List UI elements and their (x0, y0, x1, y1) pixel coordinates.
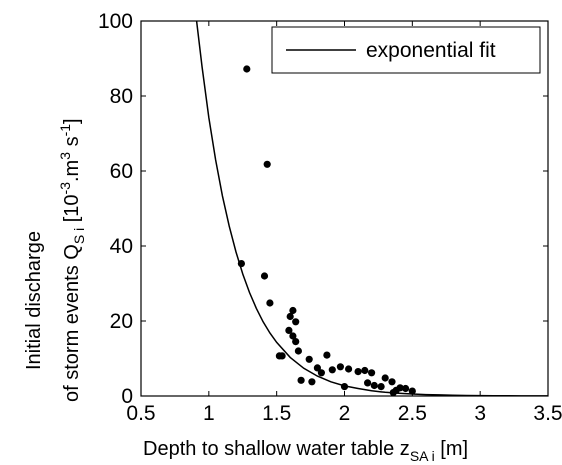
y-axis-label-unit-s: s (61, 136, 83, 152)
y-axis-label-exp2: 3 (57, 152, 73, 160)
y-tick-label: 60 (110, 160, 133, 183)
x-axis-label-unit: [m] (435, 438, 468, 460)
data-point (368, 369, 375, 376)
y-axis-label-unit-close: ] (61, 118, 83, 124)
data-point (264, 161, 271, 168)
exponential-fit-line (197, 21, 548, 396)
data-point (298, 377, 305, 384)
data-point (409, 388, 416, 395)
data-point (329, 366, 336, 373)
y-axis-label-main: of storm events Q (61, 244, 83, 402)
y-tick-label: 40 (110, 235, 133, 258)
y-axis-label-line2: of storm events QS i [10-3.m3 s-1] (57, 118, 87, 402)
data-point (382, 374, 389, 381)
data-point (243, 65, 250, 72)
x-tick-label: 3.5 (533, 402, 562, 425)
data-point (345, 365, 352, 372)
data-point (390, 389, 397, 396)
data-point (388, 378, 395, 385)
y-axis-label-exp1: -3 (57, 182, 73, 195)
legend-label: exponential fit (366, 39, 496, 62)
data-point (292, 318, 299, 325)
y-tick-label: 0 (121, 385, 133, 408)
data-point (371, 382, 378, 389)
data-point (402, 385, 409, 392)
x-axis-label: Depth to shallow water table zSA i [m] (143, 438, 468, 464)
x-tick-label: 3 (474, 402, 486, 425)
y-axis-label-subscript: S i (71, 228, 87, 244)
data-point (287, 313, 294, 320)
y-axis-label-exp3: -1 (57, 124, 73, 137)
data-point (238, 260, 245, 267)
x-axis-label-main: Depth to shallow water table z (143, 438, 410, 460)
data-point (295, 347, 302, 354)
data-point (279, 352, 286, 359)
legend: exponential fit (272, 27, 540, 73)
data-point (292, 338, 299, 345)
data-point (337, 363, 344, 370)
data-point (308, 378, 315, 385)
y-axis-label-unit-mid: .m (61, 160, 83, 182)
data-point (318, 369, 325, 376)
data-point (261, 272, 268, 279)
y-axis-label-line1: Initial discharge (23, 231, 45, 370)
y-tick-label: 20 (110, 310, 133, 333)
data-point (364, 379, 371, 386)
scatter-points (238, 65, 416, 396)
x-tick-label: 2.5 (398, 402, 427, 425)
data-point (266, 299, 273, 306)
data-point (378, 383, 385, 390)
fit-line-group (197, 21, 548, 396)
data-point (355, 368, 362, 375)
data-point (306, 356, 313, 363)
y-tick-label: 80 (110, 85, 133, 108)
y-axis-label-unit-open: [10 (61, 194, 83, 227)
x-tick-label: 1.5 (262, 402, 291, 425)
x-axis-label-subscript: SA i (410, 448, 435, 464)
plot-area (141, 21, 548, 396)
data-point (323, 352, 330, 359)
x-tick-label: 1 (203, 402, 215, 425)
data-point (341, 383, 348, 390)
y-tick-label: 100 (98, 10, 133, 33)
data-point (361, 367, 368, 374)
x-axis-ticks: 0.5 1 1.5 2 2.5 3 3.5 (126, 21, 562, 425)
x-tick-label: 2 (339, 402, 351, 425)
